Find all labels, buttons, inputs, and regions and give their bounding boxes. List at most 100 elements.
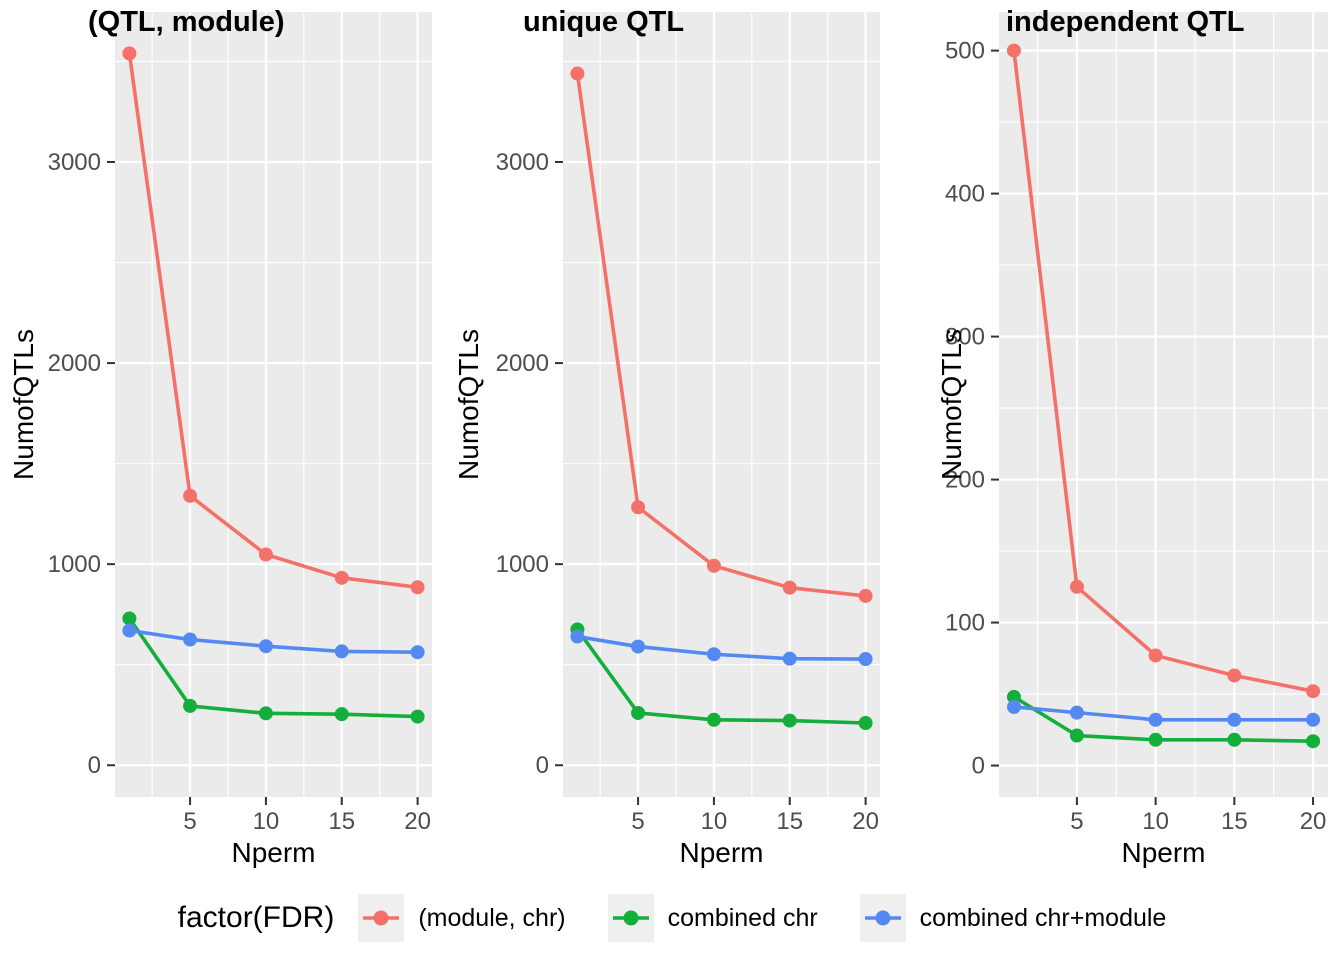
x-tick-label: 10	[1142, 808, 1169, 835]
y-tick-label: 100	[945, 610, 985, 637]
data-point-blue	[782, 651, 797, 666]
x-tick-label: 10	[253, 808, 280, 835]
x-tick-label: 15	[776, 808, 803, 835]
y-tick-label: 2000	[48, 350, 101, 377]
legend-label: combined chr	[667, 903, 818, 932]
y-tick-label: 1000	[496, 551, 549, 578]
panel-title: (QTL, module)	[88, 6, 285, 38]
data-point-red	[858, 588, 873, 603]
panel-qtl-module: 0 1000 2000 3000 5 10 15 20 NumofQTLs Nperm (QT…	[0, 0, 448, 870]
data-point-red	[1148, 648, 1163, 663]
data-point-green	[1069, 728, 1084, 743]
data-point-green	[706, 712, 721, 727]
data-point-green	[258, 706, 273, 721]
legend-title: factor(FDR)	[177, 901, 335, 934]
x-tick-label: 10	[701, 808, 728, 835]
data-point-red	[258, 547, 273, 562]
data-point-red	[631, 500, 646, 515]
data-point-red	[122, 46, 137, 61]
data-point-green	[334, 707, 349, 722]
data-point-green	[631, 705, 646, 720]
data-point-red	[1227, 668, 1242, 683]
x-axis-title: Nperm	[679, 837, 763, 868]
data-point-red	[570, 66, 585, 81]
y-tick-label: 200	[945, 467, 985, 494]
data-point-green	[1006, 689, 1021, 704]
y-tick-label: 0	[972, 753, 985, 780]
y-axis-title: NumofQTLs	[8, 329, 39, 480]
data-point-blue	[706, 647, 721, 662]
y-tick-label: 0	[536, 752, 549, 779]
panel-background	[563, 12, 880, 797]
panels-row: 0 1000 2000 3000 5 10 15 20 NumofQTLs Nperm (QT…	[0, 0, 1344, 870]
data-point-red	[1069, 579, 1084, 594]
data-point-green	[1306, 734, 1321, 749]
panel-background	[115, 12, 432, 797]
data-point-blue	[334, 644, 349, 659]
line-chart-qtl-module: 0 1000 2000 3000 5 10 15 20 NumofQTLs Nperm (QT…	[8, 6, 432, 868]
data-point-red	[334, 570, 349, 585]
data-point-blue	[122, 623, 137, 638]
panel-title: unique QTL	[523, 6, 684, 38]
data-point-blue	[410, 645, 425, 660]
data-point-blue	[631, 639, 646, 654]
legend-entry-combined-chr: combined chr	[607, 894, 818, 942]
y-tick-label: 400	[945, 181, 985, 208]
data-point-blue	[1069, 705, 1084, 720]
data-point-green	[122, 611, 137, 626]
y-tick-label: 3000	[48, 149, 101, 176]
legend-label: combined chr+module	[919, 903, 1167, 932]
legend-entry-module-chr: (module, chr)	[358, 894, 566, 942]
x-tick-label: 15	[328, 808, 355, 835]
x-tick-label: 20	[1300, 808, 1327, 835]
data-point-blue	[1306, 712, 1321, 727]
data-point-blue	[183, 632, 198, 647]
x-tick-label: 5	[631, 808, 644, 835]
x-tick-label: 20	[404, 808, 431, 835]
data-point-green	[1227, 732, 1242, 747]
panel-unique-qtl: 0 1000 2000 3000 5 10 15 20 NumofQTLs Nperm uni…	[448, 0, 896, 870]
data-point-blue	[1148, 712, 1163, 727]
y-tick-label: 300	[945, 324, 985, 351]
data-point-red	[183, 488, 198, 503]
data-point-red	[706, 558, 721, 573]
panel-title: independent QTL	[1006, 6, 1244, 38]
data-point-blue	[858, 652, 873, 667]
data-point-green	[183, 698, 198, 713]
legend-entry-combined-chr-module: combined chr+module	[859, 894, 1167, 942]
panel-independent-qtl: 0 100 200 300 400 500 5 10 15 20 NumofQTLs Nperm …	[896, 0, 1344, 870]
data-point-green	[410, 709, 425, 724]
data-point-green	[782, 713, 797, 728]
y-axis-title: NumofQTLs	[936, 329, 967, 480]
data-point-red	[410, 580, 425, 595]
y-tick-label: 0	[88, 752, 101, 779]
y-tick-label: 500	[945, 38, 985, 65]
y-tick-label: 1000	[48, 551, 101, 578]
x-tick-label: 5	[183, 808, 196, 835]
y-tick-label: 3000	[496, 149, 549, 176]
data-point-red	[1306, 684, 1321, 699]
data-point-red	[1006, 43, 1021, 58]
y-axis-title: NumofQTLs	[453, 329, 484, 480]
data-point-blue	[1227, 712, 1242, 727]
legend-key-red-icon	[358, 894, 405, 942]
data-point-red	[782, 580, 797, 595]
line-chart-unique-qtl: 0 1000 2000 3000 5 10 15 20 NumofQTLs Nperm uni…	[453, 6, 880, 868]
y-tick-label: 2000	[496, 350, 549, 377]
data-point-blue	[258, 639, 273, 654]
data-point-green	[1148, 732, 1163, 747]
x-tick-label: 20	[852, 808, 879, 835]
data-point-blue	[1006, 699, 1021, 714]
x-tick-label: 5	[1070, 808, 1083, 835]
x-axis-title: Nperm	[231, 837, 315, 868]
legend-key-blue-icon	[859, 894, 906, 942]
legend: factor(FDR) (module, chr) combined chr	[0, 870, 1344, 960]
panel-background	[999, 12, 1328, 797]
legend-key-green-icon	[607, 894, 654, 942]
data-point-blue	[570, 629, 585, 644]
legend-label: (module, chr)	[418, 903, 566, 932]
data-point-green	[858, 716, 873, 731]
x-axis-title: Nperm	[1121, 837, 1205, 868]
